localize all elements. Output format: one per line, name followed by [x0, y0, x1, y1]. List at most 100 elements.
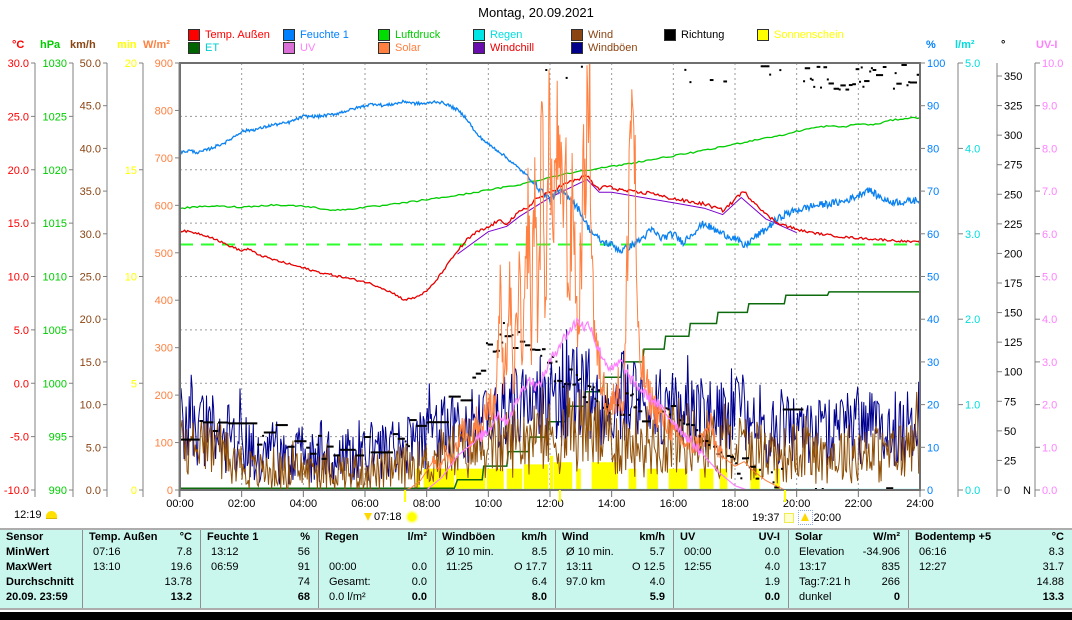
table-cell: 74 — [201, 575, 318, 590]
legend-swatch-icon — [664, 29, 676, 41]
legend-label: UV — [300, 42, 316, 54]
legend-item-sonnenschein: Sonnenschein — [757, 29, 844, 41]
cell-value: 19.6 — [170, 561, 192, 573]
legend-item-wind: Wind — [571, 29, 613, 41]
axis-Wm: 900 800 700 600 500 400 300 200 100 0 — [155, 58, 180, 497]
svg-text:400: 400 — [155, 295, 173, 307]
cell-value: 0.0 — [411, 591, 427, 603]
table-col-header: UV UV-I — [674, 530, 788, 545]
series-feuchte-1 — [180, 99, 920, 254]
table-cell: 07:16 7.8 — [83, 545, 200, 560]
moonrise-arrow-icon — [797, 510, 813, 525]
moonrise-icon — [45, 511, 57, 519]
cell-value: O 12.5 — [631, 561, 665, 573]
sensor-name: Feuchte 1 — [207, 531, 259, 543]
cell-value: 14.88 — [1036, 576, 1064, 588]
cell-time: 00:00 — [684, 546, 712, 558]
svg-text:1025: 1025 — [43, 111, 67, 123]
svg-text:8.0: 8.0 — [1042, 143, 1057, 155]
table-cell: Ø 10 min. 5.7 — [556, 545, 673, 560]
sensor-name: UV — [680, 531, 696, 543]
cell-time: 13:10 — [93, 561, 121, 573]
svg-text:3.0: 3.0 — [965, 229, 980, 241]
svg-text:20.0: 20.0 — [8, 165, 29, 177]
legend-item-et: ET — [188, 42, 219, 54]
svg-text:0: 0 — [167, 485, 173, 497]
svg-text:100: 100 — [927, 58, 945, 70]
table-col-uv: UV UV-I 00:00 0.0 12:55 4.0 1.9 0.0 — [673, 530, 788, 608]
svg-text:-10.0: -10.0 — [4, 485, 29, 497]
table-cell: dunkel 0 — [789, 590, 908, 605]
moonrise-time: 12:19 — [14, 509, 42, 521]
svg-text:225: 225 — [1004, 219, 1022, 231]
x-axis: 00:00 02:00 04:00 06:00 08:00 10:00 12:00 14:00… — [166, 490, 934, 510]
cell-value: 13.3 — [1042, 591, 1064, 603]
svg-text:325: 325 — [1004, 101, 1022, 113]
svg-text:06:00: 06:00 — [351, 498, 379, 510]
svg-text:1020: 1020 — [43, 165, 67, 177]
cell-time: dunkel — [799, 591, 832, 603]
cell-value: 8.3 — [1048, 546, 1064, 558]
svg-text:250: 250 — [1004, 189, 1022, 201]
svg-text:25.0: 25.0 — [80, 272, 101, 284]
sunrise-annotation: 07:18 — [364, 510, 419, 524]
daylight-marker — [558, 490, 561, 502]
axis-kmh: 50.0 45.0 40.0 35.0 30.0 25.0 20.0 15.0 10.0 5.0 0… — [80, 58, 108, 497]
svg-text:30.0: 30.0 — [80, 229, 101, 241]
svg-text:1000: 1000 — [43, 378, 67, 390]
cell-value: -34.906 — [862, 546, 900, 558]
sensor-unit: km/h — [521, 531, 547, 543]
series-windchill — [457, 178, 797, 255]
table-col-regen: Regen l/m² 00:00 0.0 Gesamt: 0.0 0.0 l/m² 0.0 — [318, 530, 435, 608]
axis-title-Wm: W/m² — [143, 39, 170, 51]
cell-value: 5.7 — [649, 546, 665, 558]
cell-value: 91 — [297, 561, 310, 573]
svg-text:40: 40 — [927, 314, 939, 326]
axis-title-°: ° — [1001, 39, 1006, 51]
svg-text:75: 75 — [1004, 396, 1016, 408]
daylight-marker — [783, 490, 786, 502]
table-col-bodentemp-5: Bodentemp +5 °C 06:16 8.3 12:27 31.7 14.88 13.3 — [908, 530, 1072, 608]
svg-text:995: 995 — [49, 432, 67, 444]
table-row-label: 20.09. 23:59 — [6, 591, 68, 603]
svg-text:1.0: 1.0 — [965, 400, 980, 412]
legend-label: Feuchte 1 — [300, 29, 349, 41]
legend-item-richtung: Richtung — [664, 29, 724, 41]
svg-text:0.0: 0.0 — [14, 378, 29, 390]
moonset-time: 20:00 — [813, 511, 842, 524]
sensor-name: Temp. Außen — [89, 531, 158, 543]
sunrise-time: 07:18 — [374, 511, 402, 523]
page-title: Montag, 20.09.2021 — [478, 5, 594, 20]
legend-label: ET — [205, 42, 220, 54]
table-cell: 11:25 O 17.7 — [436, 560, 555, 575]
svg-text:10.0: 10.0 — [80, 400, 101, 412]
cell-time: 06:16 — [919, 546, 947, 558]
sensor-name: Solar — [795, 531, 823, 543]
legend-item-temp-au-en: Temp. Außen — [188, 29, 270, 41]
legend-label: Regen — [490, 29, 523, 41]
svg-text:16:00: 16:00 — [660, 498, 688, 510]
axis-UVI: 10.0 9.0 8.0 7.0 6.0 5.0 4.0 3.0 2.0 1.0 0.0 — [1034, 58, 1063, 497]
cell-value: O 17.7 — [513, 561, 547, 573]
stats-table: Sensor MinWert MaxWert Durchschnitt 20.09. 2… — [0, 528, 1072, 610]
table-col-feuchte-1: Feuchte 1% 13:12 56 06:59 91 74 68 — [200, 530, 318, 608]
svg-text:15.0: 15.0 — [80, 357, 101, 369]
svg-text:10.0: 10.0 — [1042, 58, 1063, 70]
table-col-header: Temp. Außen °C — [83, 530, 200, 545]
cell-value: 0 — [893, 591, 900, 603]
cell-value: 0.0 — [411, 561, 427, 573]
sensor-unit: W/m² — [873, 531, 900, 543]
legend-swatch-icon — [757, 29, 769, 41]
axes: 30.025.020.015.010.05.00.0-5.0-10.010301… — [4, 58, 1063, 497]
table-cell: 13:17 835 — [789, 560, 908, 575]
table-col-header: Windböen km/h — [436, 530, 555, 545]
svg-text:5.0: 5.0 — [965, 58, 980, 70]
svg-text:4.0: 4.0 — [965, 143, 980, 155]
cell-value: 8.5 — [531, 546, 547, 558]
table-cell: 8.0 — [436, 590, 555, 605]
svg-text:0.0: 0.0 — [1042, 485, 1057, 497]
axis-°C: 30.0 25.0 20.0 15.0 10.0 5.0 0.0 -5.0 -10.0 — [4, 58, 36, 497]
legend-swatch-icon — [571, 29, 583, 41]
